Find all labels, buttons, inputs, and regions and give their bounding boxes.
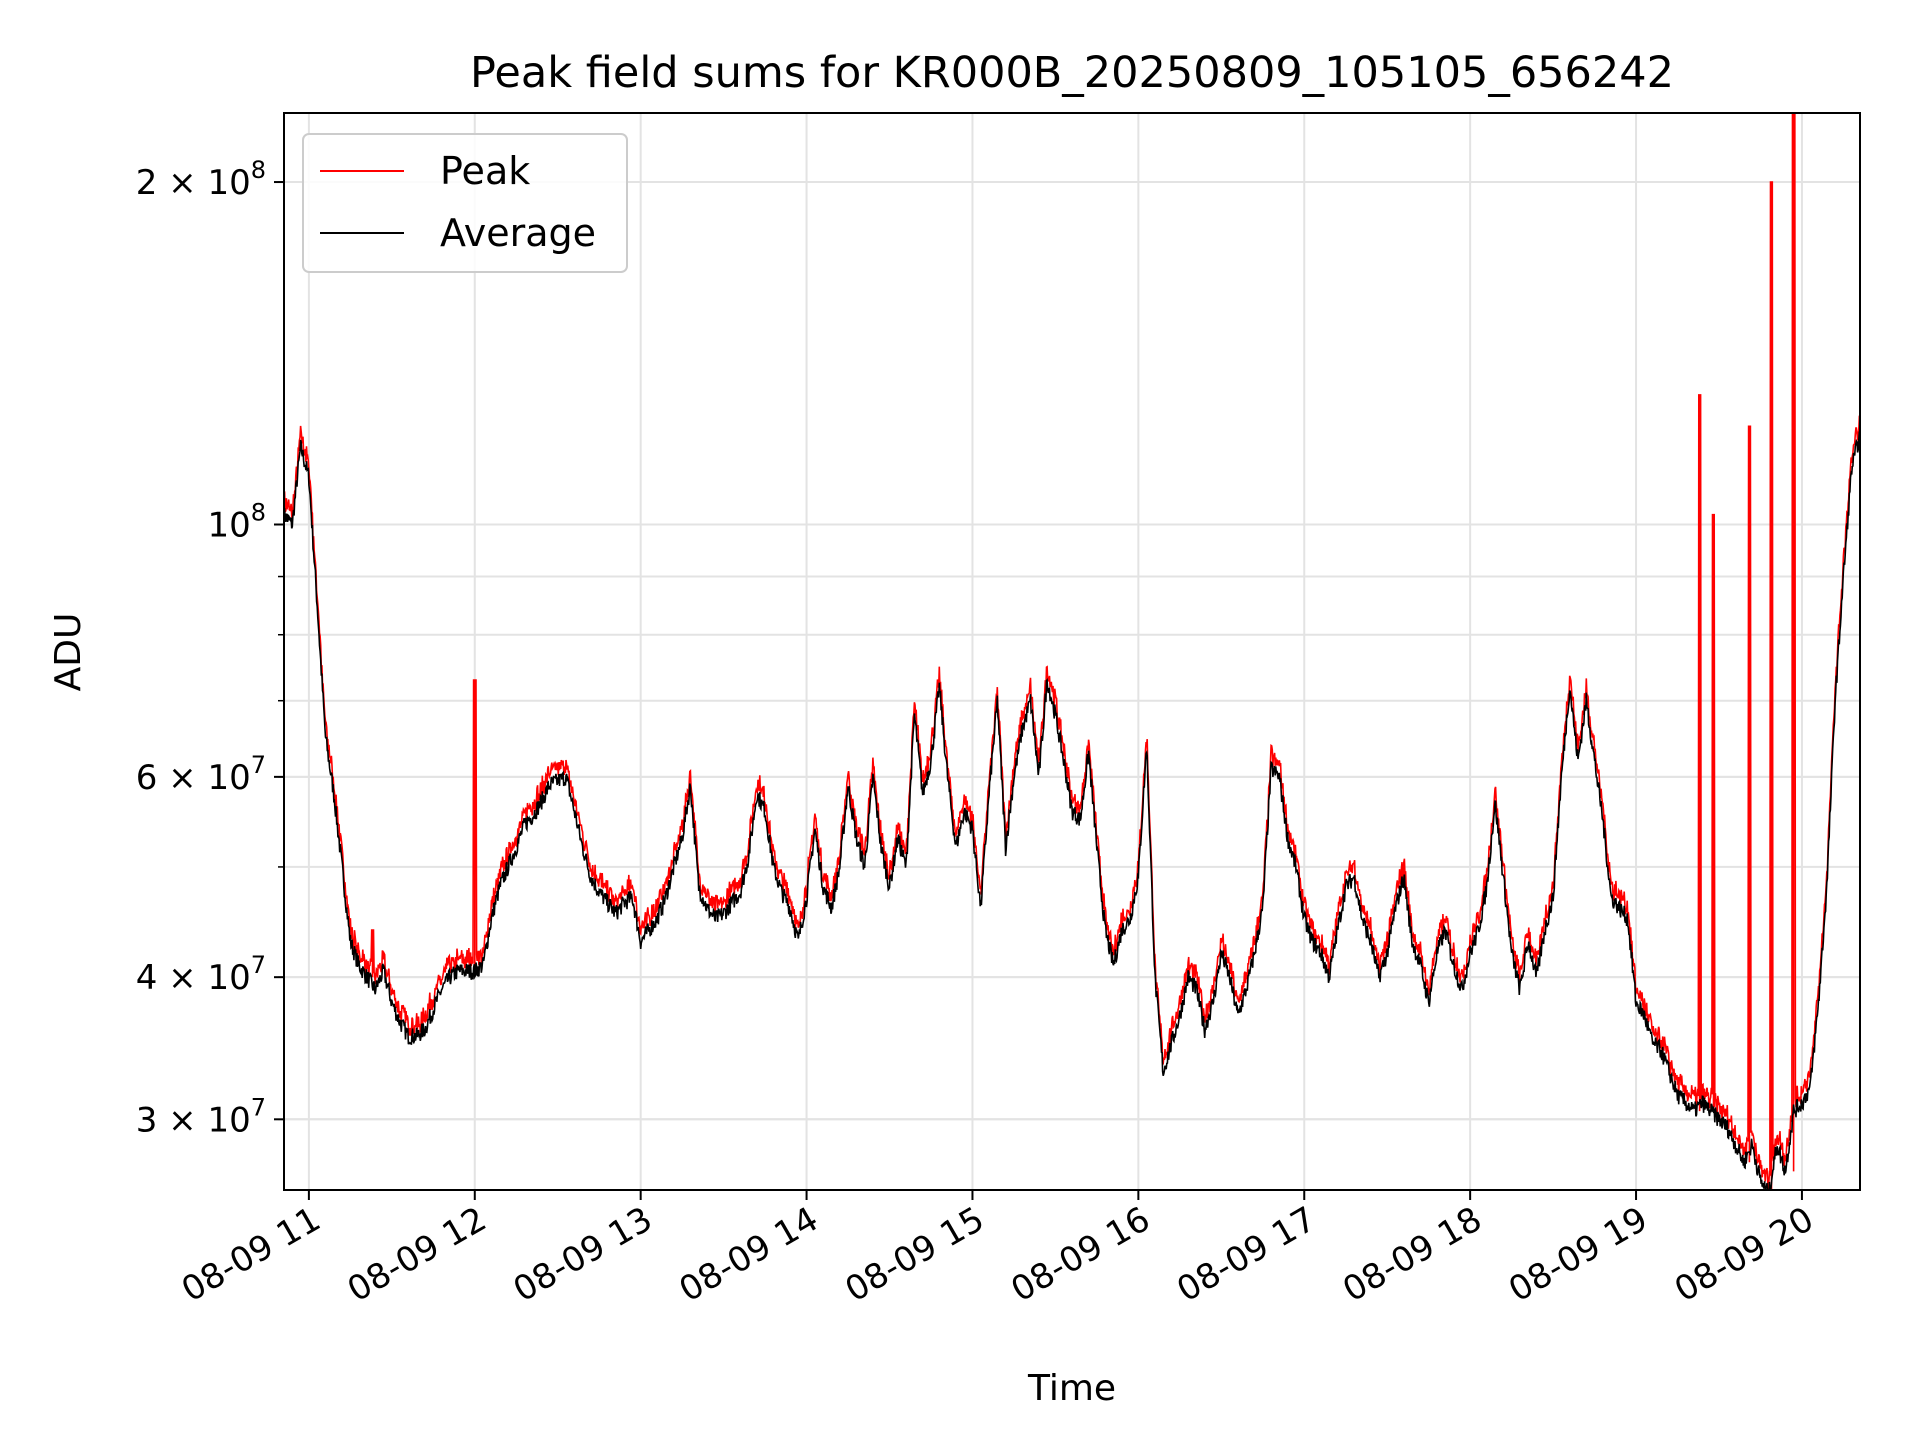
- legend-label: Peak: [440, 149, 530, 193]
- legend: Peak Average: [302, 133, 628, 273]
- y-tick-label: 4 × 107: [136, 951, 266, 998]
- y-tick-label: 2 × 108: [136, 156, 266, 203]
- legend-label: Average: [440, 211, 596, 255]
- y-axis-label: ADU: [48, 613, 89, 692]
- x-axis-label: Time: [1027, 1368, 1116, 1409]
- plot-area: [284, 113, 1860, 1190]
- y-tick-label: 3 × 107: [136, 1093, 266, 1140]
- y-tick-label: 108: [207, 498, 266, 545]
- legend-box: [302, 133, 628, 273]
- plot-frame: [283, 112, 1861, 1191]
- series-average-line: [284, 431, 1860, 1190]
- grid: [284, 113, 1860, 1190]
- chart-title: Peak field sums for KR000B_20250809_1051…: [470, 48, 1674, 98]
- y-axis: 3 × 107 4 × 107 6 × 107 108 2 × 108: [136, 156, 284, 1140]
- series-peak-line: [284, 113, 1860, 1190]
- y-tick-label: 6 × 107: [136, 751, 266, 798]
